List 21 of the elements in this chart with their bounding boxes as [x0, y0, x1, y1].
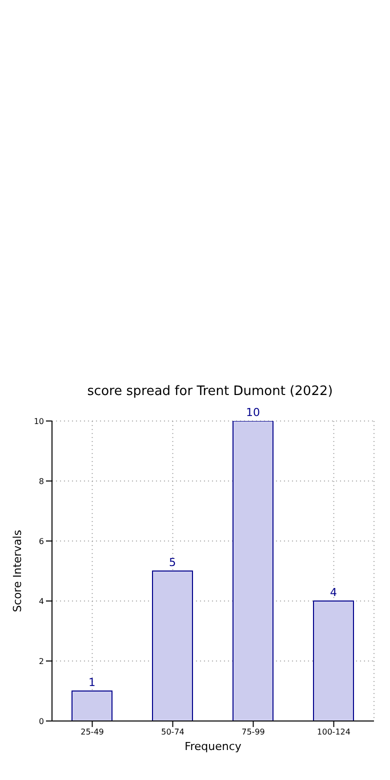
x-tick-label: 25-49 — [80, 728, 104, 737]
y-tick-label: 2 — [38, 656, 44, 666]
y-tick-label: 6 — [38, 536, 44, 546]
y-tick-label: 10 — [34, 416, 44, 426]
x-axis-title: Frequency — [184, 740, 242, 753]
bar — [232, 421, 274, 721]
y-tick-label: 0 — [38, 716, 44, 726]
data-label: 5 — [169, 556, 176, 569]
chart-title: score spread for Trent Dumont (2022) — [86, 384, 334, 399]
y-tick-label: 4 — [38, 596, 44, 606]
x-tick-label: 75-99 — [242, 728, 265, 737]
data-label: 1 — [88, 676, 96, 689]
y-tick-label: 8 — [38, 476, 44, 486]
x-tick-label: 50-74 — [161, 728, 184, 737]
y-axis-title: Score Intervals — [10, 530, 24, 612]
bar — [152, 570, 193, 721]
bar — [313, 600, 354, 721]
data-label: 10 — [246, 406, 260, 419]
bar — [72, 690, 112, 721]
data-label: 4 — [330, 586, 337, 599]
x-tick-label: 100-124 — [317, 728, 350, 737]
